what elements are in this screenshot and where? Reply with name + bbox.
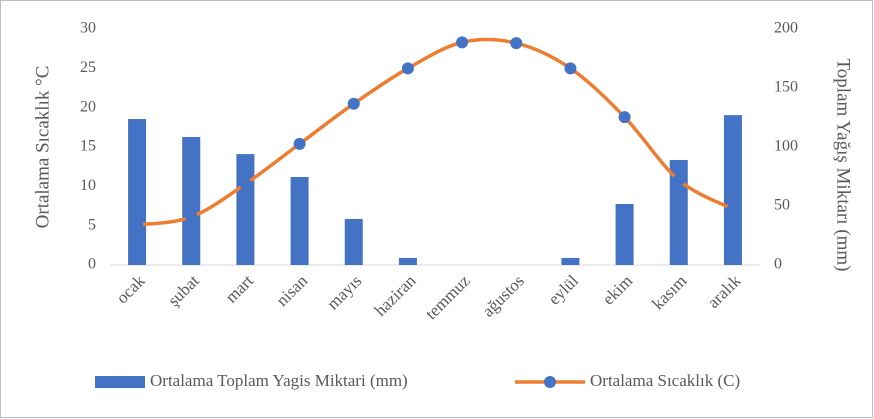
line-marker	[510, 37, 523, 50]
line-marker	[293, 137, 306, 150]
legend-swatch	[544, 376, 556, 388]
line-marker	[401, 62, 414, 75]
line-marker	[726, 203, 739, 216]
y-tick-label: 15	[80, 138, 96, 155]
legend-label: Ortalama Toplam Yagis Miktari (mm)	[150, 371, 408, 390]
y-tick-label: 5	[88, 216, 96, 233]
y-tick-label: 10	[80, 177, 96, 194]
y-tick-label: 30	[80, 20, 96, 37]
bar	[723, 115, 742, 265]
legend-label: Ortalama Sıcaklık (C)	[590, 371, 740, 390]
bar	[128, 119, 147, 265]
bar	[236, 154, 255, 265]
y-tick-label: 25	[80, 59, 96, 76]
y-tick-label: 20	[80, 98, 96, 115]
line-marker	[185, 211, 198, 224]
bar	[615, 203, 634, 265]
line-marker	[618, 111, 631, 124]
y2-tick-label: 0	[774, 256, 782, 273]
line-marker	[456, 36, 469, 49]
bar	[561, 257, 580, 265]
y2-tick-label: 50	[774, 197, 790, 214]
bar	[182, 136, 201, 265]
bar	[290, 176, 309, 265]
y2-tick-label: 150	[774, 79, 798, 96]
bar	[344, 218, 363, 265]
line-marker	[564, 62, 577, 75]
line-marker	[131, 218, 144, 231]
y-axis-title: Ortalama Sıcaklık °C	[32, 66, 53, 229]
y2-axis-title: Toplam Yağış Miktarı (mm)	[833, 59, 854, 272]
legend-swatch	[95, 376, 145, 388]
line-marker	[347, 97, 360, 110]
line-marker	[239, 177, 252, 190]
y-tick-label: 0	[88, 256, 96, 273]
bar	[669, 159, 688, 265]
line-marker	[672, 174, 685, 187]
bar	[398, 257, 417, 265]
y2-tick-label: 100	[774, 138, 798, 155]
y2-tick-label: 200	[774, 20, 798, 37]
